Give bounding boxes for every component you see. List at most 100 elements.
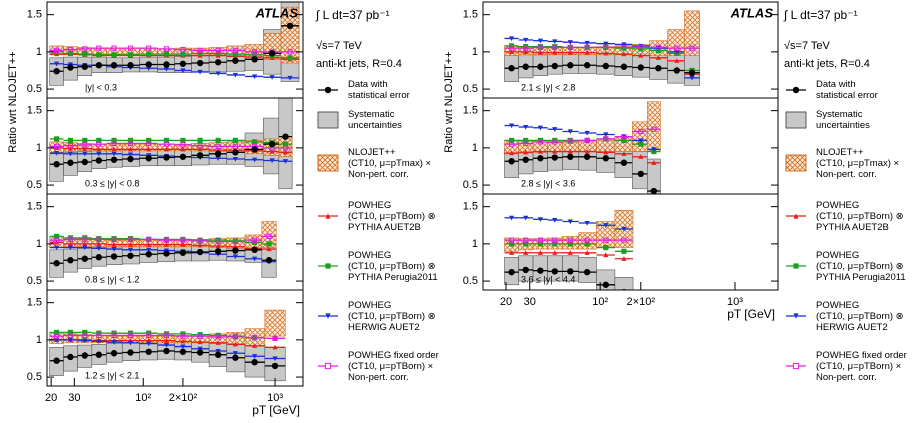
- y-tick-label: 0.5: [27, 179, 42, 191]
- x-tick-label: 10³: [727, 296, 743, 308]
- y-tick-label: 1.5: [463, 9, 478, 21]
- lumi-label: ∫ L dt=37 pb⁻¹: [315, 8, 390, 22]
- marker: [232, 47, 238, 53]
- marker: [567, 250, 573, 255]
- data-point: [127, 349, 134, 356]
- marker: [232, 351, 238, 356]
- marker: [651, 126, 657, 132]
- marker: [163, 66, 170, 72]
- marker: [82, 151, 88, 157]
- marker: [82, 51, 88, 57]
- panel-label: |y| < 0.3: [85, 82, 117, 92]
- x-axis-title: pT [GeV]: [252, 403, 300, 417]
- marker: [111, 332, 117, 338]
- marker: [523, 49, 529, 54]
- marker: [232, 239, 238, 245]
- panel-label: 0.8 ≤ |y| < 1.2: [85, 274, 139, 284]
- marker: [584, 237, 590, 243]
- marker: [638, 44, 644, 50]
- marker: [163, 137, 170, 144]
- data-point: [232, 149, 239, 156]
- marker: [215, 137, 221, 144]
- data-point: [67, 257, 74, 264]
- marker: [215, 332, 221, 338]
- marker: [215, 334, 221, 340]
- marker: [96, 332, 102, 338]
- marker: [537, 250, 544, 255]
- marker: [552, 44, 558, 50]
- marker: [266, 241, 272, 247]
- data-point: [110, 253, 118, 260]
- marker: [67, 329, 74, 336]
- marker: [232, 333, 238, 339]
- marker: [638, 46, 644, 52]
- marker: [584, 241, 590, 247]
- marker: [111, 45, 117, 51]
- marker: [96, 339, 102, 344]
- marker: [674, 49, 680, 55]
- legend-label: POWHEG fixed order (CT10, μ=pTBorn) × No…: [348, 349, 439, 383]
- panel-label: 1.2 ≤ |y| < 2.1: [85, 370, 139, 380]
- marker: [523, 237, 529, 243]
- data-point: [95, 157, 103, 164]
- marker: [584, 220, 590, 226]
- marker: [552, 241, 558, 247]
- panel-label: 2.8 ≤ |y| < 3.6: [521, 178, 575, 188]
- marker: [252, 52, 258, 58]
- legend-label: NLOJET++ (CT10, μ=pTmax) × Non-pert. cor…: [348, 146, 432, 180]
- marker: [603, 136, 609, 142]
- marker: [67, 50, 74, 56]
- data-point: [196, 349, 204, 356]
- y-tick-label: 1.5: [27, 297, 42, 309]
- experiment-label: ATLAS: [255, 5, 299, 20]
- marker: [82, 236, 88, 242]
- marker: [266, 233, 272, 240]
- marker: [127, 247, 134, 253]
- energy-label: √s=7 TeV: [784, 40, 831, 52]
- data-point: [81, 63, 88, 70]
- data-point: [522, 156, 529, 163]
- marker: [197, 346, 203, 352]
- marker: [508, 241, 515, 247]
- marker: [54, 136, 60, 142]
- lumi-label: ∫ L dt=37 pb⁻¹: [783, 8, 858, 22]
- marker: [584, 250, 590, 255]
- marker: [197, 137, 203, 144]
- marker: [252, 343, 258, 348]
- marker: [638, 138, 644, 144]
- legend-marker: [793, 213, 799, 219]
- y-tick-label: 1.5: [27, 105, 42, 117]
- data-point: [127, 155, 134, 163]
- marker: [674, 58, 680, 63]
- legend-label: POWHEG (CT10, μ=pTBorn) ⊗ HERWIG AUET2: [816, 299, 904, 333]
- data-point: [268, 50, 276, 57]
- marker: [215, 156, 221, 161]
- marker: [584, 137, 590, 144]
- legend-label: POWHEG (CT10, μ=pTBorn) ⊗ PYTHIA Perugia…: [816, 249, 906, 283]
- marker: [508, 36, 515, 42]
- marker: [127, 236, 134, 242]
- marker: [252, 237, 258, 243]
- y-axis-title: Ratio wrt NLOJET++: [7, 51, 19, 152]
- legend-label: Data with statistical error: [816, 79, 878, 101]
- marker: [523, 250, 529, 255]
- marker: [537, 125, 544, 131]
- marker: [163, 332, 170, 338]
- marker: [523, 45, 529, 51]
- marker: [82, 46, 88, 52]
- marker: [146, 332, 152, 338]
- marker: [621, 137, 627, 144]
- data-point: [179, 249, 187, 256]
- marker: [552, 50, 558, 55]
- marker: [232, 51, 238, 57]
- marker: [54, 333, 60, 339]
- marker: [621, 42, 627, 48]
- legend-marker: [324, 362, 332, 370]
- legend-label: NLOJET++ (CT10, μ=pTmax) × Non-pert. cor…: [816, 146, 900, 180]
- legend-marker: [793, 263, 799, 269]
- y-tick-label: 0.5: [463, 83, 478, 95]
- legend-swatch: [317, 111, 339, 129]
- panel-frame: [46, 289, 304, 387]
- marker: [180, 333, 186, 339]
- marker: [287, 75, 293, 81]
